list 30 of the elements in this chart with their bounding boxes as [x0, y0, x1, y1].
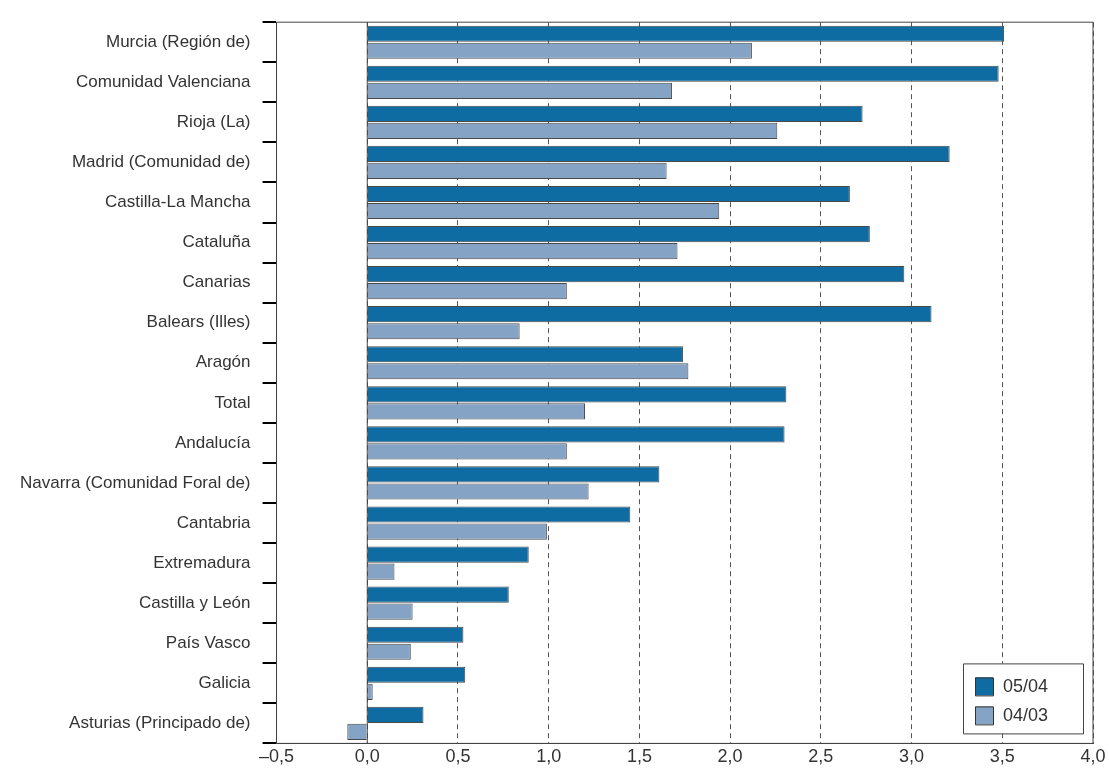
- y-tick-label: Asturias (Principado de): [69, 713, 251, 733]
- x-tick-label: 0,5: [445, 746, 471, 767]
- y-tick-label: Castilla-La Mancha: [105, 192, 252, 212]
- x-tick-label: 3,5: [989, 746, 1015, 767]
- x-tick-label: –0,5: [259, 746, 295, 767]
- y-tick-label: Cataluña: [182, 232, 252, 252]
- y-tick-label: Navarra (Comunidad Foral de): [19, 472, 251, 492]
- y-tick-label: Castilla y León: [139, 592, 251, 612]
- y-tick-label: Cantabria: [176, 512, 252, 532]
- x-tick-label: 1,0: [536, 746, 562, 767]
- y-tick-label: Total: [214, 392, 251, 412]
- x-tick-label: 4,0: [1080, 746, 1106, 767]
- x-tick-label: 2,5: [808, 746, 834, 767]
- y-tick-label: Murcia (Región de): [105, 31, 251, 51]
- x-tick-label: 2,0: [717, 746, 743, 767]
- x-tick-label: 3,0: [899, 746, 925, 767]
- legend-label: 04/03: [1003, 705, 1049, 726]
- y-tick-label: Rioja (La): [176, 112, 251, 132]
- y-tick-label: Aragón: [195, 352, 251, 372]
- y-tick-label: Extremadura: [153, 552, 252, 572]
- x-tick-label: 0,0: [354, 746, 380, 767]
- y-tick-label: Balears (Illes): [146, 312, 251, 332]
- y-tick-label: Galicia: [198, 672, 252, 692]
- legend-label: 05/04: [1003, 676, 1049, 697]
- y-tick-label: Comunidad Valenciana: [76, 71, 252, 91]
- y-tick-label: Andalucía: [174, 432, 252, 452]
- y-tick-label: Canarias: [182, 272, 251, 292]
- x-tick-label: 1,5: [626, 746, 652, 767]
- y-tick-label: País Vasco: [165, 632, 251, 652]
- y-tick-label: Madrid (Comunidad de): [71, 152, 251, 172]
